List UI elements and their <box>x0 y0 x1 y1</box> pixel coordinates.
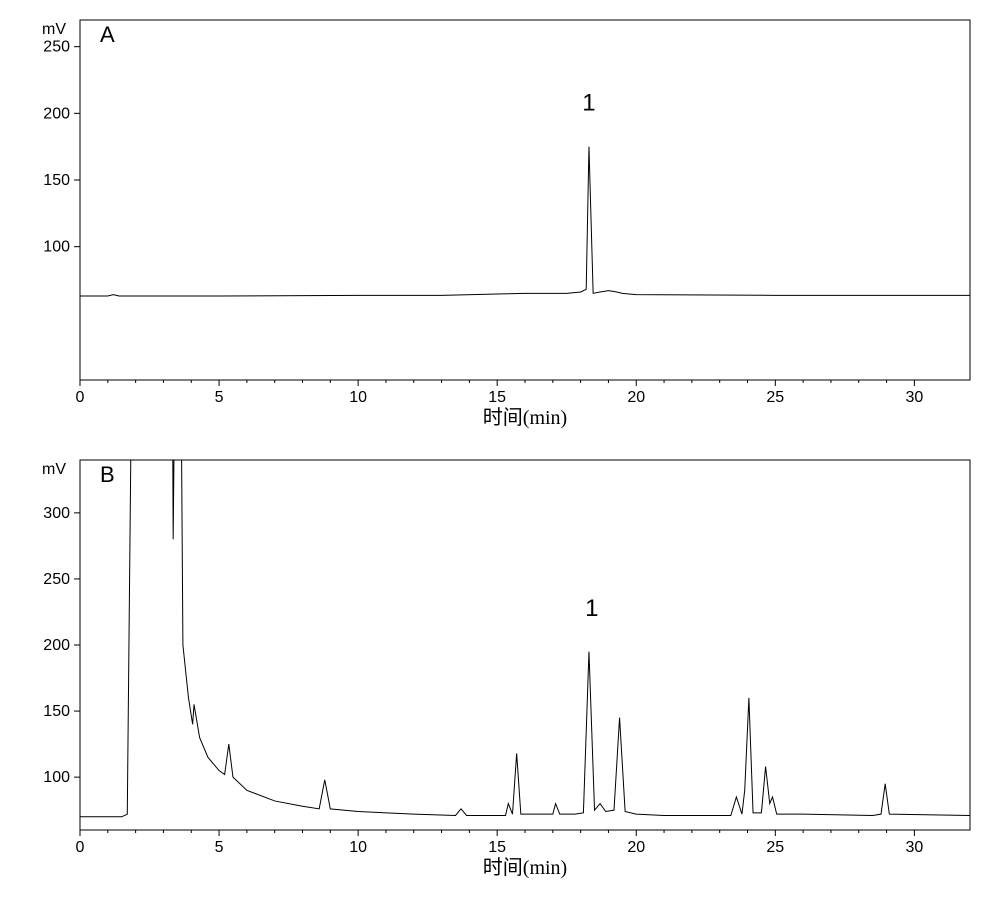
x-tick-label: 20 <box>627 389 645 406</box>
x-tick-label: 15 <box>488 839 506 856</box>
x-tick-label: 0 <box>76 389 85 406</box>
x-tick-label: 25 <box>766 839 784 856</box>
x-axis-title: 时间(min) <box>483 406 567 429</box>
x-tick-label: 5 <box>215 839 224 856</box>
chromatogram-panel-a: 0 5 10 15 20 25 30 100 150 200 250mV 时间(min) A 1 <box>20 10 980 430</box>
y-tick-label: 150 <box>43 172 70 189</box>
y-tick-label: 250 <box>43 39 70 56</box>
x-tick-label: 20 <box>627 839 645 856</box>
peak-annotation: 1 <box>585 595 598 622</box>
x-tick-label: 10 <box>349 839 367 856</box>
x-axis-title: 时间(min) <box>483 856 567 879</box>
y-tick-label: 150 <box>43 703 70 720</box>
x-tick-label: 0 <box>76 839 85 856</box>
x-tick-label: 15 <box>488 389 506 406</box>
chromatogram-trace <box>80 450 970 817</box>
y-tick-label: 300 <box>43 505 70 522</box>
y-tick-label: 200 <box>43 637 70 654</box>
y-tick-label: 250 <box>43 571 70 588</box>
panel-label: B <box>100 462 115 487</box>
chromatogram-trace <box>80 147 970 296</box>
chromatogram-panel-b: 0 5 10 15 20 25 30 100 150 200 250 300 mV 时间(min) B 1 <box>20 450 980 880</box>
y-axis-label: mV <box>42 21 66 38</box>
panel-label: A <box>100 22 115 47</box>
y-tick-label: 100 <box>43 239 70 256</box>
x-tick-label: 25 <box>766 389 784 406</box>
x-tick-label: 30 <box>905 839 923 856</box>
y-tick-label: 200 <box>43 105 70 122</box>
x-tick-label: 5 <box>215 389 224 406</box>
peak-annotation: 1 <box>582 90 595 117</box>
x-tick-label: 30 <box>905 389 923 406</box>
x-tick-label: 10 <box>349 389 367 406</box>
y-tick-label: 100 <box>43 769 70 786</box>
y-axis-label: mV <box>42 461 66 478</box>
